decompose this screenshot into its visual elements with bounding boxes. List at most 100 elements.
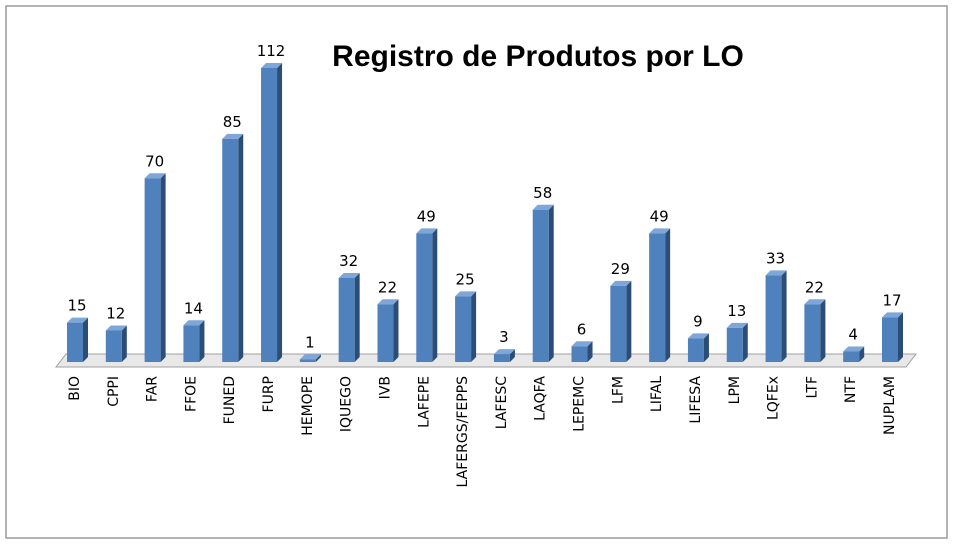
x-tick-label: IVB (377, 376, 393, 399)
bar-face (765, 270, 787, 276)
value-label: 112 (257, 42, 286, 60)
bar-face (843, 346, 865, 352)
bar-face (338, 273, 360, 278)
bar-face (416, 228, 438, 234)
bar (532, 204, 554, 362)
value-label: 1 (305, 333, 315, 351)
value-label: 70 (145, 152, 164, 170)
bar-face (493, 354, 510, 362)
bar-face (781, 270, 787, 362)
value-label: 9 (693, 312, 703, 330)
bar-face (83, 317, 88, 362)
bar-face (277, 63, 283, 362)
bar-face (183, 325, 200, 362)
x-tick-label: LQFEx (766, 376, 782, 420)
bar-face (610, 280, 632, 286)
value-label: 85 (223, 113, 242, 131)
value-label: 49 (417, 207, 436, 225)
bar (765, 270, 787, 362)
bar-face (587, 341, 593, 362)
bar-face (299, 359, 316, 362)
x-tick-label: LAFERGS/FEPPS (455, 376, 471, 488)
bar (687, 333, 709, 362)
chart-title: Registro de Produtos por LO (332, 40, 744, 73)
x-tick-label: NTF (843, 376, 859, 403)
value-label: 49 (650, 207, 669, 225)
bar-face (432, 228, 438, 362)
x-tick-label: LFM (610, 376, 626, 404)
bar-face (804, 299, 826, 305)
bar-face (338, 278, 355, 362)
value-label: 22 (378, 278, 397, 296)
bar-face (610, 285, 627, 362)
x-tick-label: NUPLAM (882, 376, 898, 435)
x-tick-label: LPM (727, 376, 743, 404)
bar-face (238, 133, 244, 362)
bar-face (843, 351, 860, 362)
bar-face (393, 299, 399, 362)
value-label: 33 (766, 249, 785, 267)
x-tick-label: LIFAL (649, 376, 665, 412)
bar (105, 325, 127, 362)
bar-face (471, 291, 477, 362)
x-tick-label: FUNED (222, 376, 238, 424)
bar (299, 354, 321, 362)
bar-face (377, 299, 399, 305)
bar (726, 322, 748, 362)
bar-face (121, 325, 127, 362)
x-tick-label: CPPI (106, 376, 122, 407)
bar-face (548, 204, 554, 362)
bar-face (354, 273, 360, 362)
x-tick-label: LTF (804, 376, 820, 398)
bar-face (726, 322, 748, 328)
bar (571, 341, 593, 362)
bar-face (509, 349, 515, 362)
bar-face (199, 320, 205, 362)
bar-face (261, 63, 283, 68)
bar-face (626, 280, 632, 362)
x-tick-label: LAFEPE (416, 376, 432, 428)
bar-face (649, 228, 671, 234)
bar-face (532, 204, 554, 210)
bar-face (804, 304, 821, 362)
value-label: 3 (499, 328, 509, 346)
x-tick-label: FAR (145, 376, 161, 402)
bar-face (571, 346, 588, 362)
bar-face (742, 322, 748, 362)
bar-face (144, 178, 161, 362)
x-tick-label: LAQFA (533, 376, 549, 421)
bar (377, 299, 399, 362)
bar-face (765, 275, 782, 362)
bar-face (299, 354, 321, 360)
bar (183, 320, 205, 362)
bar-face (315, 354, 321, 362)
bar-face (105, 325, 127, 331)
bar-face (416, 233, 433, 362)
bar (843, 346, 865, 362)
x-tick-label: IQUEGO (339, 376, 355, 432)
bar-face (820, 299, 826, 362)
bar-face (665, 228, 671, 362)
bar (261, 63, 283, 362)
bar-face (493, 349, 515, 355)
value-label: 6 (577, 320, 587, 338)
bar-face (898, 312, 903, 362)
bar-face (455, 296, 472, 362)
value-label: 14 (184, 299, 203, 317)
bar-face (183, 320, 205, 326)
bar (493, 349, 515, 362)
bar (338, 273, 360, 362)
x-tick-label: LAFESC (494, 376, 510, 429)
bar-face (144, 173, 166, 179)
bar-face (571, 341, 593, 347)
bar-face (67, 317, 88, 323)
value-label: 17 (882, 291, 901, 309)
bar (67, 317, 88, 362)
bar (222, 133, 244, 362)
value-label: 22 (805, 278, 824, 296)
value-label: 4 (848, 326, 858, 344)
value-label: 58 (533, 184, 552, 202)
bar-face (222, 133, 244, 139)
value-label: 25 (456, 270, 475, 288)
